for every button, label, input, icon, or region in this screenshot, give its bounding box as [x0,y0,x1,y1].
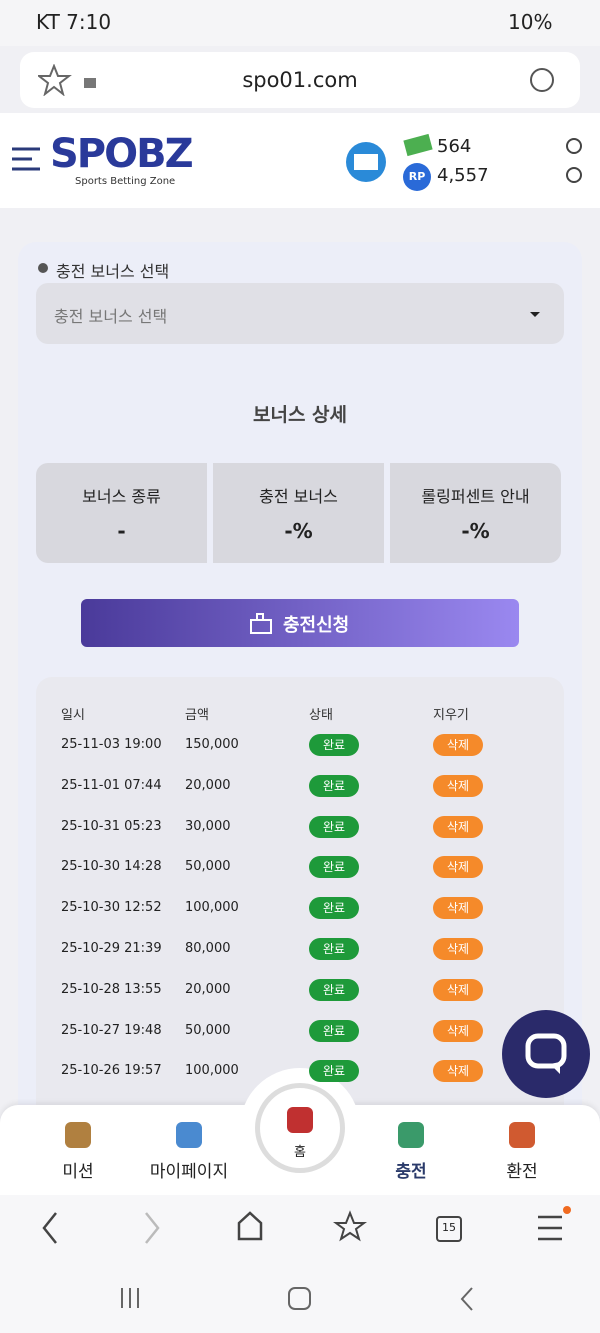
cell-label: 충전 보너스 [259,487,338,506]
delete-button[interactable]: 삭제 [433,1019,483,1042]
cell-value: -% [284,519,313,543]
status-badge: 완료 [309,1060,359,1083]
money-icon [403,133,433,157]
dropdown-arrow [530,312,540,317]
nav-icon [287,1107,313,1133]
status-badge: 완료 [309,734,359,756]
status-badge: 완료 [309,897,359,920]
url: spo01.com [242,68,358,92]
bonus-cell: 충전 보너스 -% [213,463,384,563]
row-date: 25-10-27 19:48 [61,1022,162,1038]
site-header: SPOBZ Sports Betting Zone 564 RP 4,557 [0,113,600,208]
logo[interactable]: SPOBZ [50,131,194,177]
status-time: KT 7:10 [36,10,112,34]
row-amount: 20,000 [185,777,231,793]
row-amount: 50,000 [185,1022,231,1038]
row-date: 25-11-03 19:00 [61,737,162,752]
browser-toolbar: 15 [0,1195,600,1333]
row-date: 25-10-30 14:28 [61,859,162,875]
row-amount: 100,000 [185,1063,239,1079]
button-icon [250,613,272,634]
delete-button[interactable]: 삭제 [433,938,483,960]
status-bar: KT 7:10 10% [0,0,600,46]
nav-label[interactable]: 마이페이지 [149,1162,229,1182]
nav-icon [509,1122,535,1148]
cell-value: - [117,519,126,543]
button-text: 충전신청 [283,615,350,636]
delete-button[interactable]: 삭제 [433,734,483,756]
url-icons [38,64,96,96]
row-amount: 50,000 [185,859,231,875]
deposit-button[interactable]: 충전신청 [81,599,519,647]
status-badge: 완료 [309,978,359,1001]
status-badge: 완료 [309,938,359,960]
nav-icon [176,1122,202,1148]
mail-icon[interactable] [345,141,387,183]
select-placeholder: 충전 보너스 선택 [54,307,168,326]
table-header: 지우기 [433,708,469,723]
delete-button[interactable]: 삭제 [433,1060,483,1083]
row-amount: 20,000 [185,981,231,997]
home-ring [255,1083,345,1173]
menu-icon[interactable] [12,145,44,175]
nav-icon [398,1122,424,1148]
chat-icon [525,1033,567,1074]
rp-badge: RP [403,163,431,191]
detail-title: 보너스 상세 [252,404,347,426]
bonus-cell: 보너스 종류 - [36,463,207,563]
money: 564 [437,136,472,157]
cell-label: 보너스 종류 [82,487,161,506]
nav-label[interactable]: 충전 [395,1162,427,1182]
row-date: 25-10-26 19:57 [61,1063,162,1079]
status-badge: 완료 [309,856,359,879]
row-amount: 100,000 [185,900,239,916]
cell-value: -% [461,519,490,543]
delete-button[interactable]: 삭제 [433,978,483,1001]
row-amount: 30,000 [185,818,231,834]
tab-count[interactable]: 15 [442,1221,456,1234]
delete-button[interactable]: 삭제 [433,897,483,920]
status-badge: 완료 [309,1019,359,1042]
row-date: 25-10-30 12:52 [61,900,162,916]
chat-button[interactable] [502,1010,590,1098]
url-bar[interactable]: spo01.com [20,52,580,108]
table-header: 상태 [309,708,333,723]
row-date: 25-10-31 05:23 [61,818,162,834]
delete-button[interactable]: 삭제 [433,856,483,879]
nav-icon [65,1122,91,1148]
nav-label[interactable]: 미션 [62,1162,94,1182]
table-header: 일시 [61,708,85,723]
cell-label: 롤링퍼센트 안내 [421,487,530,506]
refresh-icons[interactable] [563,135,585,187]
row-date: 25-10-28 13:55 [61,981,162,997]
table-header: 금액 [185,708,209,723]
points: 4,557 [437,165,489,186]
status-badge: 완료 [309,815,359,838]
nav-label[interactable]: 환전 [506,1162,538,1182]
row-amount: 80,000 [185,941,231,956]
reload[interactable] [528,66,556,94]
bonus-cell: 롤링퍼센트 안내 -% [390,463,561,563]
bonus-label: 충전 보너스 선택 [56,262,170,281]
bonus-select[interactable]: 충전 보너스 선택 [36,283,564,344]
row-date: 25-11-01 07:44 [61,777,162,793]
delete-button[interactable]: 삭제 [433,815,483,838]
delete-button[interactable]: 삭제 [433,774,483,797]
bullet [38,263,48,273]
logo-sub: Sports Betting Zone [75,176,176,187]
nav-label[interactable]: 홈 [294,1145,306,1160]
status-badge: 완료 [309,774,359,797]
row-amount: 150,000 [185,737,239,752]
toolbar-icons [42,1206,571,1311]
row-date: 25-10-29 21:39 [61,941,162,956]
battery: 10% [508,10,553,34]
